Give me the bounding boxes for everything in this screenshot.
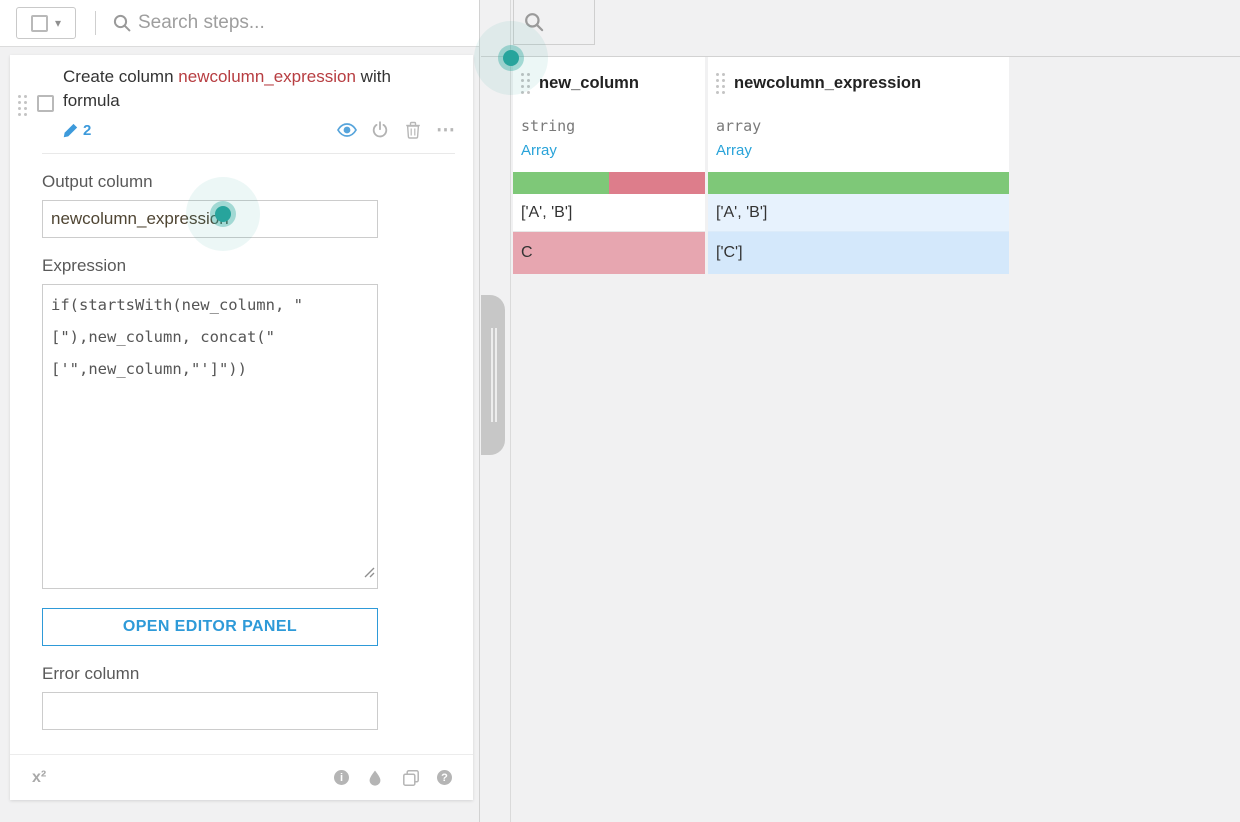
steps-toolbar: ▾ [0,0,479,47]
table-column: new_column string Array ['A', 'B'] C [513,57,705,274]
resize-handle-icon[interactable] [363,565,375,583]
step-title-column: newcolumn_expression [178,67,356,86]
edit-count-value: 2 [83,121,92,139]
output-column-input[interactable] [42,200,378,238]
column-header[interactable]: newcolumn_expression [708,57,1009,110]
info-icon[interactable]: i [334,770,349,785]
step-header: Create column newcolumn_expression with … [10,55,473,113]
steps-panel: ▾ Create column newcolumn_expression wit… [0,0,480,822]
chevron-down-icon: ▾ [54,16,62,30]
search-steps-input[interactable] [138,8,438,38]
expression-label: Expression [42,256,127,275]
column-storage-type: string [513,110,705,142]
table-cell[interactable]: C [513,232,705,274]
column-header[interactable]: new_column [513,57,705,110]
drag-handle-icon[interactable] [521,72,530,95]
table-cell[interactable]: ['A', 'B'] [513,194,705,232]
step-actions-row: 2 ⋯ [10,113,473,140]
valid-bar-segment[interactable] [708,172,1009,194]
search-icon [525,13,544,32]
drag-handle-icon[interactable] [716,72,725,95]
column-meaning-link[interactable]: Array [513,142,705,172]
step-footer: x² i ? [10,754,473,800]
error-column-label: Error column [42,664,140,683]
expression-textarea[interactable]: if(startsWith(new_column, "["),new_colum… [42,284,378,589]
data-preview-panel: new_column string Array ['A', 'B'] C new… [481,0,1240,822]
output-column-label: Output column [42,172,153,191]
step-title-suffix: with formula [63,67,391,110]
select-all-checkbox[interactable] [30,14,48,32]
column-validity-bar [708,172,1009,194]
table-cell[interactable]: ['A', 'B'] [708,194,1009,232]
toolbar-divider [95,11,96,35]
table-left-border [510,0,511,822]
panel-resize-handle[interactable] [481,295,505,455]
delete-step-icon[interactable] [403,120,423,140]
column-meaning-link[interactable]: Array [708,142,1009,172]
search-icon [112,13,132,38]
error-column-input[interactable] [42,692,378,730]
table-header-line [481,56,1240,57]
step-divider [42,153,455,154]
color-droplet-icon[interactable] [365,768,385,788]
help-icon[interactable]: ? [437,770,452,785]
column-name: newcolumn_expression [734,74,922,92]
column-validity-bar [513,172,705,194]
step-title-prefix: Create column [63,67,179,86]
edit-count-badge[interactable]: 2 [63,122,91,139]
table-search-box[interactable] [513,0,595,45]
more-options-icon[interactable]: ⋯ [436,119,456,141]
step-card: Create column newcolumn_expression with … [10,55,473,800]
step-checkbox[interactable] [37,95,54,112]
data-table: new_column string Array ['A', 'B'] C new… [513,57,1009,274]
step-title: Create column newcolumn_expression with … [63,65,418,113]
valid-bar-segment[interactable] [513,172,609,194]
table-column: newcolumn_expression array Array ['A', '… [708,57,1009,274]
table-cell[interactable]: ['C'] [708,232,1009,274]
copy-step-icon[interactable] [401,768,421,788]
drag-handle-icon[interactable] [18,95,27,117]
preview-eye-icon[interactable] [337,120,357,140]
open-editor-panel-button[interactable]: OPEN EDITOR PANEL [42,608,378,646]
disable-step-icon[interactable] [370,120,390,140]
select-all-dropdown[interactable]: ▾ [16,7,76,39]
invalid-bar-segment[interactable] [609,172,705,194]
column-name: new_column [539,74,639,92]
pencil-icon [63,123,78,137]
column-storage-type: array [708,110,1009,142]
formula-mode-indicator: x² [32,768,47,786]
